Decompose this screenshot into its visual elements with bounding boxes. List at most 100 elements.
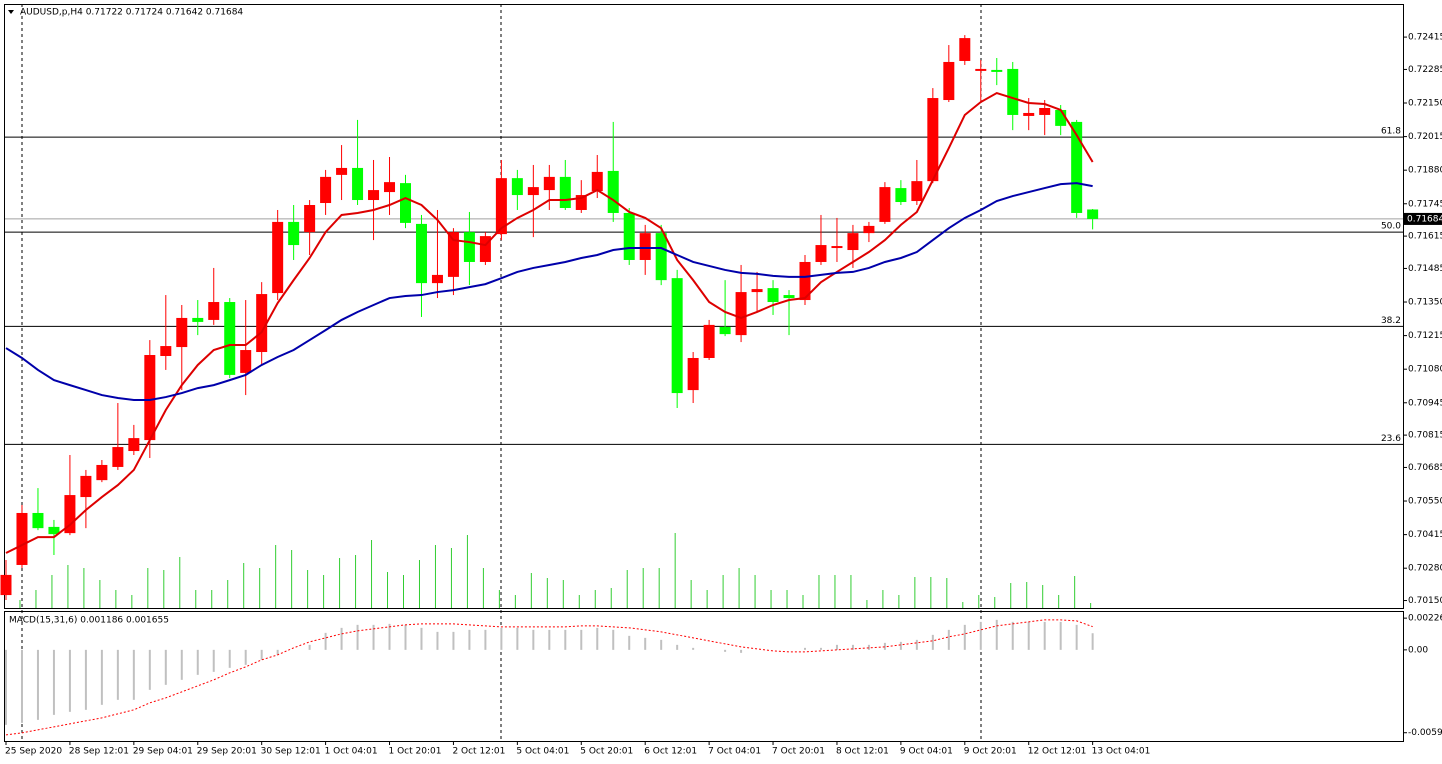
candle-body <box>1071 121 1083 213</box>
fib-label: 50.0 <box>1381 222 1401 232</box>
x-tick-label: 6 Oct 12:01 <box>644 747 697 757</box>
x-tick-label: 1 Oct 04:01 <box>325 747 378 757</box>
x-tick-label: 25 Sep 2020 <box>5 747 62 757</box>
x-tick-label: 9 Oct 20:01 <box>964 747 1017 757</box>
candle-body <box>847 233 859 251</box>
candle-body <box>32 512 44 529</box>
candle-body <box>288 221 300 246</box>
chart-title: AUDUSD,p,H4 0.71722 0.71724 0.71642 0.71… <box>20 8 243 18</box>
candle-body <box>815 245 827 262</box>
price-panel-frame <box>4 4 1404 609</box>
title-arrow <box>8 10 14 14</box>
x-tick-label: 7 Oct 20:01 <box>772 747 825 757</box>
last-price-label: 0.71684 <box>1407 214 1442 224</box>
candle-body <box>767 288 779 303</box>
candle-body <box>160 346 172 357</box>
candle-body <box>144 355 156 441</box>
candle-body <box>607 170 619 213</box>
candle-body <box>703 324 715 358</box>
y-tick-label: 0.70150 <box>1408 596 1442 606</box>
candle-body <box>719 326 731 335</box>
candle-body <box>208 302 220 320</box>
candle-body <box>975 68 987 71</box>
fib-label: 38.2 <box>1381 316 1401 326</box>
candle-body <box>463 232 475 262</box>
candle-body <box>799 261 811 301</box>
candle-body <box>320 176 332 204</box>
candle-body <box>352 167 364 201</box>
candle-body <box>895 188 907 203</box>
macd-panel-frame <box>4 611 1404 742</box>
candle-body <box>16 512 28 565</box>
y-tick-label: 0.71880 <box>1408 166 1442 176</box>
x-tick-label: 5 Oct 20:01 <box>580 747 633 757</box>
x-tick-label: 12 Oct 12:01 <box>1028 747 1087 757</box>
y-tick-label: 0.72415 <box>1408 33 1442 43</box>
candle-body <box>0 574 12 596</box>
candle-body <box>943 61 955 101</box>
y-tick-label: 0.71615 <box>1408 232 1442 242</box>
x-tick-label: 8 Oct 12:01 <box>836 747 889 757</box>
candle-body <box>671 278 683 394</box>
candle-body <box>336 167 348 175</box>
moving-average <box>5 182 1093 402</box>
x-tick-label: 13 Oct 04:01 <box>1092 747 1151 757</box>
candle-body <box>831 246 843 249</box>
x-tick-label: 9 Oct 04:01 <box>900 747 953 757</box>
candle-body <box>272 221 284 294</box>
candle-body <box>991 69 1003 72</box>
layers <box>21 4 982 741</box>
candle-body <box>927 98 939 182</box>
candle-body <box>176 317 188 348</box>
x-tick-label: 29 Sep 20:01 <box>197 747 257 757</box>
candle-body <box>447 232 459 277</box>
x-tick-label: 2 Oct 12:01 <box>452 747 505 757</box>
candle-body <box>623 212 635 260</box>
candle-body <box>1023 112 1035 116</box>
candle-body <box>80 475 92 498</box>
x-tick-label: 28 Sep 12:01 <box>69 747 129 757</box>
candle-body <box>879 187 891 222</box>
candle-body <box>96 464 108 481</box>
macd-signal <box>5 619 1093 736</box>
y-tick-label: 0.70685 <box>1408 463 1442 473</box>
moving-average <box>5 91 1094 554</box>
y-tick-label: 0.71080 <box>1408 365 1442 375</box>
candle-body <box>192 317 204 322</box>
candle-body <box>495 178 507 235</box>
x-tick-label: 7 Oct 04:01 <box>708 747 761 757</box>
candle-body <box>128 438 140 452</box>
y-tick-label: 0.72015 <box>1408 132 1442 142</box>
candle-body <box>543 176 555 191</box>
x-tick-label: 30 Sep 12:01 <box>261 747 321 757</box>
fib-label: 23.6 <box>1381 434 1401 444</box>
candle-body <box>559 176 571 208</box>
candle-body <box>240 350 252 373</box>
y-tick-label: 0.002262 <box>1408 614 1442 624</box>
y-tick-label: 0.70550 <box>1408 497 1442 507</box>
candle-body <box>1007 68 1019 115</box>
y-tick-label: 0.70415 <box>1408 530 1442 540</box>
candle-body <box>735 292 747 336</box>
candle-body <box>911 181 923 202</box>
candle-body <box>751 289 763 293</box>
y-tick-label: 0.71215 <box>1408 331 1442 341</box>
y-tick-label: 0.71485 <box>1408 264 1442 274</box>
candle-body <box>655 233 667 281</box>
candle-body <box>64 495 76 534</box>
y-tick-label: 0.71350 <box>1408 298 1442 308</box>
candle-body <box>112 447 124 467</box>
candle-body <box>863 225 875 234</box>
candle-body <box>959 38 971 61</box>
x-tick-label: 1 Oct 20:01 <box>389 747 442 757</box>
candle-body <box>1039 107 1051 115</box>
candle-body <box>687 357 699 391</box>
y-tick-label: 0.72150 <box>1408 99 1442 109</box>
candle-body <box>384 182 396 193</box>
candle-body <box>304 205 316 233</box>
fib-label: 61.8 <box>1381 127 1401 137</box>
candle-body <box>591 171 603 192</box>
